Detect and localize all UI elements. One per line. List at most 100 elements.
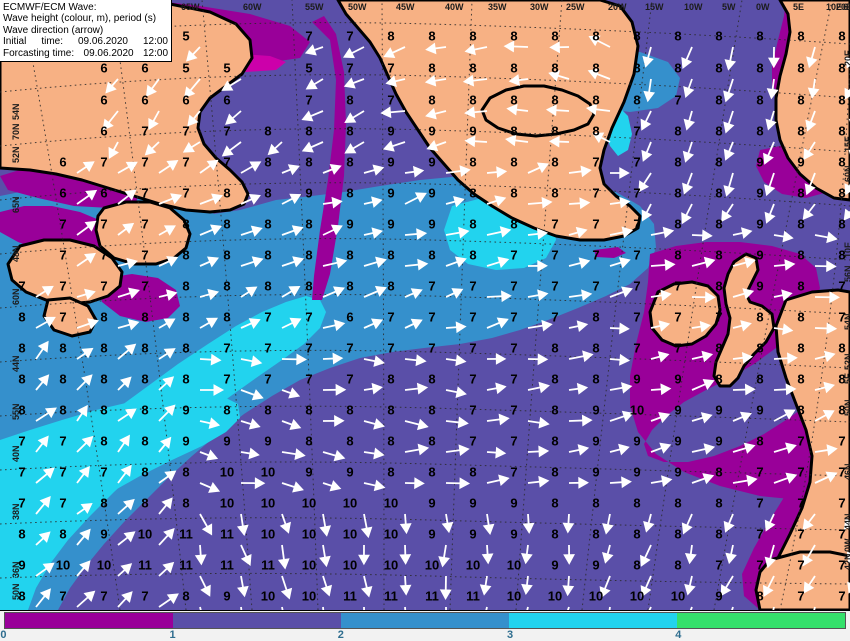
wave-period-value: 8 xyxy=(141,309,149,325)
header-line-model: ECMWF/ECM Wave: xyxy=(3,2,97,13)
wave-period-value: 8 xyxy=(551,495,559,511)
wave-period-value: 9 xyxy=(387,123,395,139)
wave-direction-arrow-head xyxy=(373,447,385,460)
wave-period-value: 8 xyxy=(387,371,395,387)
wave-direction-arrow-head xyxy=(344,112,357,123)
wave-period-value: 8 xyxy=(428,247,436,263)
wave-direction-arrow-head xyxy=(127,319,140,331)
wave-direction-arrow-head xyxy=(416,382,429,395)
colorbar-strip[interactable] xyxy=(4,612,846,629)
wave-direction-arrow-head xyxy=(599,586,611,599)
wave-direction-arrow-head xyxy=(373,479,386,492)
wave-period-value: 7 xyxy=(797,464,805,480)
wave-direction-arrow-head xyxy=(162,376,175,388)
wave-direction-arrow-head xyxy=(764,184,776,197)
wave-direction-arrow-head xyxy=(78,465,90,478)
wave-direction-arrow-head xyxy=(42,562,55,574)
wave-height-colorbar[interactable]: 0 1 2 3 4 xyxy=(0,610,850,641)
wave-direction-arrow-head xyxy=(144,143,157,156)
wave-period-value: 7 xyxy=(59,588,67,604)
wave-direction-arrow-head xyxy=(37,374,50,387)
wave-direction-arrow-head xyxy=(783,409,796,420)
wave-direction-arrow-head xyxy=(563,554,575,565)
wave-period-value: 10 xyxy=(137,526,153,542)
wave-period-value: 7 xyxy=(633,278,641,294)
colorbar-tick-3: 3 xyxy=(506,629,514,641)
colorbar-segment-2-3[interactable] xyxy=(341,613,509,628)
wave-direction-arrow-head xyxy=(414,192,427,203)
wave-period-value: 8 xyxy=(469,464,477,480)
wave-period-value: 11 xyxy=(138,557,152,573)
colorbar-segment-0-1[interactable] xyxy=(5,613,173,628)
map-canvas[interactable]: 5 7 7 8 8 8 8 8 8 8 8 8 8 8 8 6 6 5 5 5 7 7 8 8 8 8 8 8 8 8 8 8 8 6 6 6 6 7 8 7… xyxy=(0,0,850,610)
colorbar-segment-4plus[interactable] xyxy=(677,613,845,628)
wave-direction-arrow-head xyxy=(641,209,653,222)
wave-direction-arrow-head xyxy=(124,408,137,420)
landmasses xyxy=(0,0,850,610)
colorbar-tick-2: 2 xyxy=(337,629,344,641)
wave-direction-arrow-head xyxy=(843,208,850,221)
wave-direction-arrow-head xyxy=(658,320,671,332)
wave-direction-arrows xyxy=(35,35,850,610)
wave-period-value: 7 xyxy=(141,154,149,170)
wave-direction-arrow-head xyxy=(681,212,692,225)
wave-direction-arrow-head xyxy=(296,353,307,366)
wave-period-value: 8 xyxy=(551,185,559,201)
wave-period-value: 8 xyxy=(510,123,518,139)
wave-period-value: 8 xyxy=(592,28,600,44)
wave-period-value: 9 xyxy=(756,185,764,201)
wave-period-value: 7 xyxy=(264,371,272,387)
wave-direction-arrow-head xyxy=(248,193,261,205)
wave-period-value: 8 xyxy=(674,247,682,263)
wave-direction-arrow-head xyxy=(415,354,427,367)
wave-period-value: 8 xyxy=(510,60,518,76)
wave-period-value: 7 xyxy=(633,247,641,263)
wave-direction-arrow-head xyxy=(701,350,714,363)
wave-direction-arrow-head xyxy=(575,226,588,239)
wave-period-value: 7 xyxy=(633,185,641,201)
wave-period-value: 8 xyxy=(264,247,272,263)
wave-period-value: 7 xyxy=(59,247,67,263)
wave-period-value: 9 xyxy=(510,495,518,511)
wave-direction-arrow-head xyxy=(84,252,96,264)
wave-period-value: 8 xyxy=(305,216,313,232)
wave-direction-arrow-head xyxy=(621,226,634,239)
wave-direction-arrow-head xyxy=(44,407,57,419)
wave-period-value: 7 xyxy=(141,123,149,139)
wave-direction-arrow-head xyxy=(249,161,262,172)
wave-period-value: 7 xyxy=(838,309,846,325)
wave-period-value: 10 xyxy=(506,557,522,573)
wave-period-value: 8 xyxy=(305,247,313,263)
wave-period-value: 7 xyxy=(59,309,67,325)
wave-period-value: 9 xyxy=(674,464,682,480)
wave-direction-arrow-head xyxy=(329,163,342,175)
wave-direction-arrow-head xyxy=(505,134,517,147)
wave-period-value: 8 xyxy=(592,526,600,542)
wave-period-value: 9 xyxy=(756,247,764,263)
wave-period-value: 7 xyxy=(100,216,108,232)
wave-direction-arrow-head xyxy=(621,410,634,423)
wave-period-value: 8 xyxy=(100,309,108,325)
wave-period-value: 9 xyxy=(346,216,354,232)
wave-period-value: 8 xyxy=(264,402,272,418)
wave-period-value: 8 xyxy=(797,247,805,263)
wave-direction-arrow-head xyxy=(81,374,93,386)
wave-period-value: 7 xyxy=(674,309,682,325)
wave-period-value: 7 xyxy=(141,247,149,263)
wave-direction-arrow-head xyxy=(764,211,776,224)
wave-period-value: 7 xyxy=(428,278,436,294)
wave-period-value: 10 xyxy=(342,557,358,573)
colorbar-segment-3-4[interactable] xyxy=(509,613,677,628)
wave-period-value: 8 xyxy=(756,371,764,387)
wave-direction-arrow-head xyxy=(640,585,652,598)
wave-direction-arrow-head xyxy=(521,552,533,565)
wave-direction-arrow-head xyxy=(83,590,96,603)
wave-direction-arrow-head xyxy=(682,150,695,163)
colorbar-segment-1-2[interactable] xyxy=(173,613,341,628)
wave-period-value: 7 xyxy=(223,371,231,387)
wave-direction-arrow-head xyxy=(39,588,51,601)
wave-period-value: 10 xyxy=(219,495,235,511)
wave-period-value: 9 xyxy=(182,433,190,449)
wave-period-value: 7 xyxy=(797,433,805,449)
